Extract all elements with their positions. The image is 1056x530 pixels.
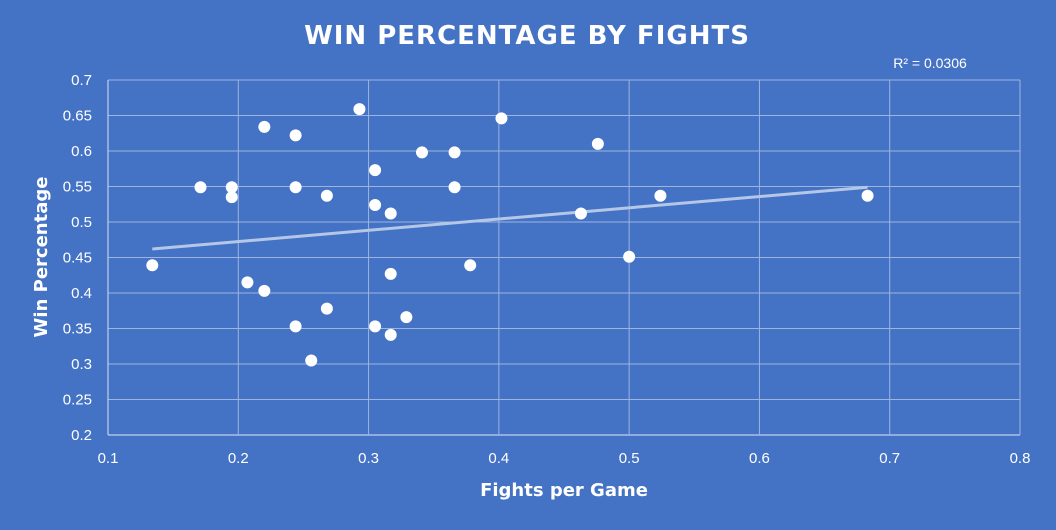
data-point <box>194 181 207 194</box>
y-tick-label: 0.4 <box>71 285 92 302</box>
y-tick-label: 0.55 <box>63 179 92 196</box>
data-point <box>289 181 302 194</box>
data-point <box>305 354 318 367</box>
data-point <box>464 259 477 272</box>
data-point <box>320 189 333 202</box>
data-point <box>448 181 461 194</box>
data-point <box>225 181 238 194</box>
data-point <box>258 120 271 133</box>
y-tick-label: 0.45 <box>63 250 92 267</box>
data-point <box>623 250 636 263</box>
data-point <box>384 207 397 220</box>
chart-title: WIN PERCENTAGE BY FIGHTS <box>304 21 750 51</box>
y-tick-label: 0.7 <box>71 72 92 89</box>
data-point <box>289 320 302 333</box>
data-point <box>369 198 382 211</box>
data-point <box>495 112 508 125</box>
y-tick-label: 0.6 <box>71 143 92 160</box>
linear-trendline <box>152 185 868 251</box>
gridlines <box>107 79 1021 436</box>
y-tick-label: 0.65 <box>63 108 92 125</box>
data-point <box>225 191 238 204</box>
data-point <box>415 146 428 159</box>
data-point <box>258 284 271 297</box>
data-points <box>146 103 874 367</box>
x-tick-label: 0.8 <box>1010 450 1031 467</box>
y-tick-label: 0.5 <box>71 214 92 231</box>
data-point <box>146 259 159 272</box>
r-squared-label: R² = 0.0306 <box>893 55 967 71</box>
data-point <box>353 103 366 116</box>
x-axis-title: Fights per Game <box>480 480 648 501</box>
x-tick-label: 0.6 <box>749 450 770 467</box>
data-point <box>384 328 397 341</box>
x-tick-label: 0.4 <box>488 450 509 467</box>
trendline-group <box>152 185 868 251</box>
x-tick-label: 0.1 <box>98 450 119 467</box>
data-point <box>654 189 667 202</box>
y-tick-label: 0.3 <box>71 356 92 373</box>
data-point <box>369 320 382 333</box>
y-tick-label: 0.2 <box>71 427 92 444</box>
data-point <box>320 302 333 315</box>
data-point <box>591 137 604 150</box>
data-point <box>241 276 254 289</box>
y-tick-label: 0.35 <box>63 321 92 338</box>
x-tick-label: 0.5 <box>619 450 640 467</box>
data-point <box>448 146 461 159</box>
data-point <box>369 164 382 177</box>
x-tick-label: 0.3 <box>358 450 379 467</box>
data-point <box>574 207 587 220</box>
x-tick-label: 0.7 <box>879 450 900 467</box>
axes: 0.2 0.25 0.3 0.35 0.4 0.45 0.5 0.55 0.6 0.65 0.7 0.… <box>63 72 1031 467</box>
y-axis-title: Win Percentage <box>31 177 52 338</box>
x-tick-label: 0.2 <box>228 450 249 467</box>
data-point <box>384 267 397 280</box>
data-point <box>289 129 302 142</box>
data-point <box>861 189 874 202</box>
y-tick-label: 0.25 <box>63 392 92 409</box>
data-point <box>400 311 413 324</box>
